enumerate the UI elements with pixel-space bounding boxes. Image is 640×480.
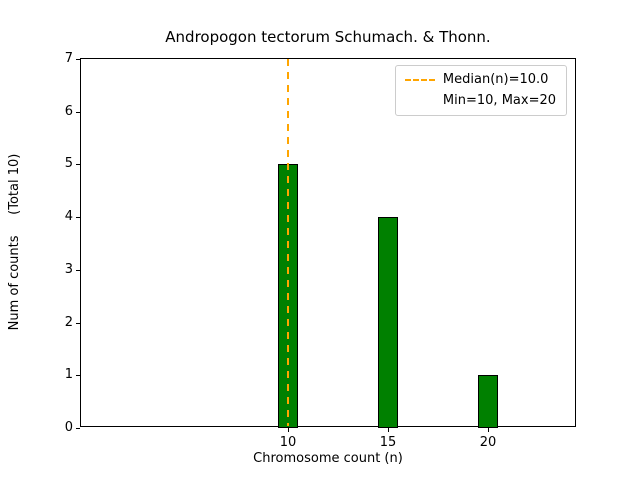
y-tick-label: 3 bbox=[64, 261, 73, 277]
x-tick-label: 10 bbox=[279, 435, 297, 450]
legend: Median(n)=10.0 Min=10, Max=20 bbox=[394, 65, 567, 116]
median-line bbox=[287, 59, 289, 426]
bar bbox=[378, 217, 398, 428]
x-tick-label: 20 bbox=[479, 435, 497, 450]
y-tick-mark bbox=[76, 111, 80, 113]
x-tick-mark bbox=[388, 428, 389, 432]
x-tick-mark bbox=[488, 428, 489, 432]
bar bbox=[478, 375, 498, 428]
y-tick-label: 7 bbox=[64, 51, 73, 66]
y-tick-label: 4 bbox=[64, 209, 73, 225]
y-tick-mark bbox=[76, 164, 80, 166]
x-tick-mark bbox=[288, 428, 289, 432]
y-tick-mark bbox=[76, 59, 80, 60]
plot-area: Median(n)=10.0 Min=10, Max=20 10 15 20 0 1 2 3… bbox=[65, 51, 576, 450]
y-tick-label: 0 bbox=[64, 420, 73, 435]
median-line-sample-icon bbox=[404, 79, 435, 81]
y-tick-mark bbox=[76, 375, 80, 377]
chart-title: Andropogon tectorum Schumach. & Thonn. bbox=[165, 28, 491, 46]
legend-label-minmax: Min=10, Max=20 bbox=[442, 93, 556, 108]
y-tick-label: 5 bbox=[64, 156, 73, 172]
y-tick-mark bbox=[76, 217, 80, 219]
y-tick-mark bbox=[76, 269, 80, 271]
x-tick-label: 15 bbox=[379, 435, 397, 450]
y-tick-label: 6 bbox=[64, 103, 73, 119]
y-tick-mark bbox=[76, 322, 80, 324]
x-axis-label: Chromosome count (n) bbox=[253, 451, 403, 466]
y-tick-mark bbox=[76, 428, 80, 429]
y-tick-label: 2 bbox=[64, 314, 73, 330]
legend-label-median: Median(n)=10.0 bbox=[442, 72, 549, 87]
legend-entry-minmax: Min=10, Max=20 bbox=[405, 93, 556, 109]
y-axis-label: Num of counts (Total 10) bbox=[7, 153, 22, 331]
y-tick-label: 1 bbox=[64, 367, 73, 383]
legend-entry-median: Median(n)=10.0 bbox=[404, 72, 556, 88]
